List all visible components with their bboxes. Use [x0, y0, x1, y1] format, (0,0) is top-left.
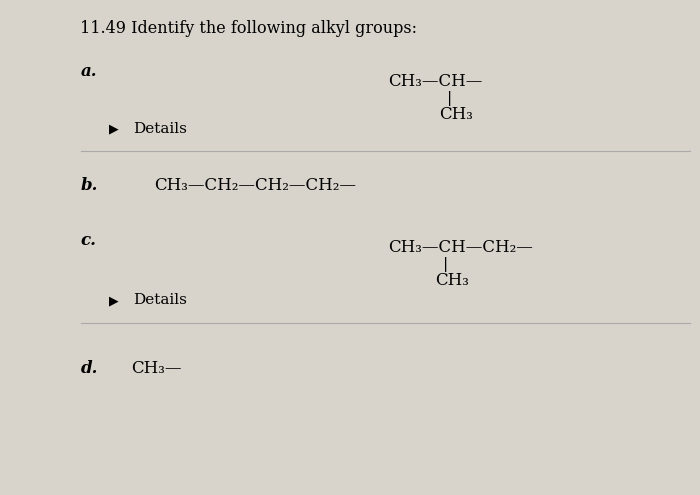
Text: a.: a. [80, 63, 97, 80]
Text: CH₃: CH₃ [440, 106, 473, 123]
Text: Details: Details [133, 294, 187, 307]
Text: ▶: ▶ [109, 294, 119, 307]
Text: 11.49 Identify the following alkyl groups:: 11.49 Identify the following alkyl group… [80, 20, 417, 37]
Text: |: | [447, 92, 452, 106]
Text: c.: c. [80, 232, 97, 248]
Text: ▶: ▶ [109, 122, 119, 135]
Text: d.: d. [80, 360, 98, 377]
Text: CH₃—CH—CH₂—: CH₃—CH—CH₂— [389, 239, 533, 256]
Text: b.: b. [80, 177, 98, 194]
Text: CH₃: CH₃ [435, 272, 469, 289]
Text: Details: Details [133, 122, 187, 136]
Text: CH₃—CH—: CH₃—CH— [389, 73, 483, 90]
Text: CH₃—CH₂—CH₂—CH₂—: CH₃—CH₂—CH₂—CH₂— [154, 177, 356, 194]
Text: |: | [443, 257, 449, 272]
Text: CH₃—: CH₃— [132, 360, 182, 377]
